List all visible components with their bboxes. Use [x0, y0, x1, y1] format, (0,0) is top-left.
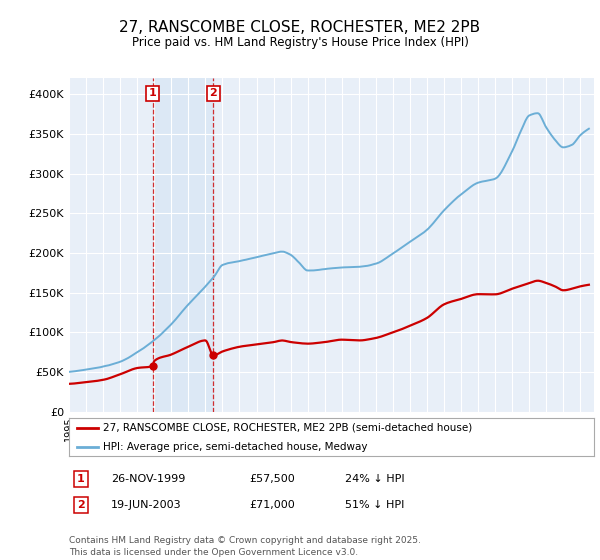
Text: Contains HM Land Registry data © Crown copyright and database right 2025.
This d: Contains HM Land Registry data © Crown c…: [69, 536, 421, 557]
Text: 51% ↓ HPI: 51% ↓ HPI: [345, 500, 404, 510]
Text: 1: 1: [77, 474, 85, 484]
Text: 1: 1: [149, 88, 157, 99]
Text: 27, RANSCOMBE CLOSE, ROCHESTER, ME2 2PB (semi-detached house): 27, RANSCOMBE CLOSE, ROCHESTER, ME2 2PB …: [103, 423, 472, 433]
Text: Price paid vs. HM Land Registry's House Price Index (HPI): Price paid vs. HM Land Registry's House …: [131, 36, 469, 49]
Text: 27, RANSCOMBE CLOSE, ROCHESTER, ME2 2PB: 27, RANSCOMBE CLOSE, ROCHESTER, ME2 2PB: [119, 20, 481, 35]
Text: HPI: Average price, semi-detached house, Medway: HPI: Average price, semi-detached house,…: [103, 442, 368, 452]
Text: 26-NOV-1999: 26-NOV-1999: [111, 474, 185, 484]
Text: 2: 2: [209, 88, 217, 99]
Text: £71,000: £71,000: [249, 500, 295, 510]
Text: 19-JUN-2003: 19-JUN-2003: [111, 500, 182, 510]
Text: 24% ↓ HPI: 24% ↓ HPI: [345, 474, 404, 484]
Bar: [152, 78, 214, 412]
Text: £57,500: £57,500: [249, 474, 295, 484]
Text: 2: 2: [77, 500, 85, 510]
